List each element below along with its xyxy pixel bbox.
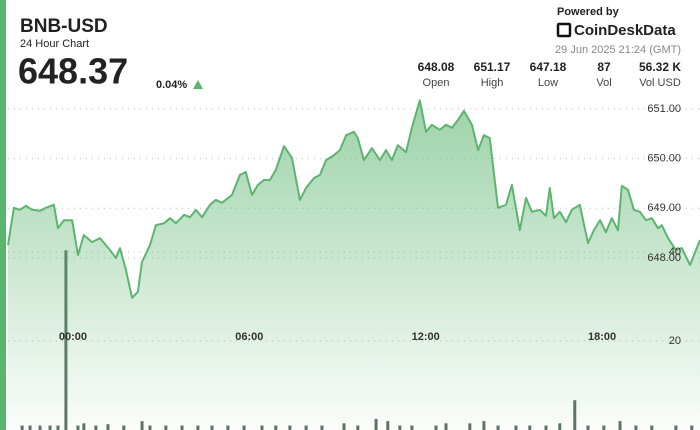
- y-tick-label: 650.00: [647, 153, 681, 165]
- stat-label: High: [481, 77, 504, 89]
- up-arrow: [193, 80, 203, 89]
- price: 648.37: [18, 51, 128, 92]
- accent-bar: [0, 0, 6, 430]
- powered-by: Powered by: [557, 6, 620, 18]
- logo-icon: [556, 22, 572, 38]
- x-tick-label: 06:00: [235, 331, 263, 343]
- plot: 648.00 649.00 650.00 651.00 20 40 00:00 06:00 12…: [7, 99, 700, 430]
- brand-logo: CoinDeskData: [556, 22, 676, 39]
- stat-label: Vol USD: [639, 77, 681, 89]
- stat-label: Low: [538, 77, 558, 89]
- stat-value: 651.17: [474, 60, 511, 74]
- x-tick-label: 12:00: [412, 331, 440, 343]
- stats: 648.08 Open 651.17 High 647.18 Low 87 Vol 56.32 …: [418, 60, 682, 89]
- x-tick-label: 18:00: [588, 331, 616, 343]
- y-tick-label: 649.00: [647, 202, 681, 214]
- stat-value: 647.18: [530, 60, 567, 74]
- symbol: BNB-USD: [20, 16, 108, 37]
- y-tick-label: 651.00: [647, 103, 681, 115]
- stat-value: 648.08: [418, 60, 455, 74]
- subtitle: 24 Hour Chart: [20, 38, 89, 50]
- x-tick-label: 00:00: [59, 331, 87, 343]
- y2-tick-label: 40: [669, 246, 681, 258]
- price-area: [8, 100, 700, 430]
- stat-value: 56.32 K: [639, 60, 681, 74]
- stat-label: Vol: [596, 77, 611, 89]
- y2-tick-label: 20: [669, 335, 681, 347]
- stat-value: 87: [597, 60, 611, 74]
- stat-label: Open: [423, 77, 450, 89]
- price-line: [7, 99, 700, 299]
- y-tick-label: 648.00: [647, 252, 681, 264]
- timestamp: 29 Jun 2025 21:24 (GMT): [555, 44, 681, 56]
- change: 0.04%: [156, 79, 187, 91]
- brand: CoinDeskData: [574, 22, 676, 39]
